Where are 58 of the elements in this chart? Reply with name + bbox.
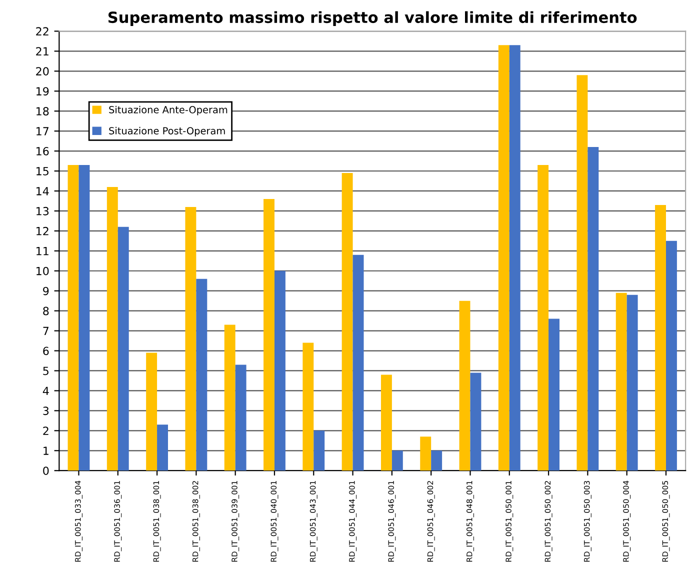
y-tick-label: 8 [43,306,49,316]
bar [224,324,236,471]
bar [380,374,392,471]
y-tick-label: 14 [36,187,49,196]
y-tick-label: 2 [43,426,48,435]
y-tick-label: 0 [43,466,49,475]
y-tick-label: 13 [36,206,49,216]
y-tick-label: 18 [36,107,49,116]
y-tick-label: 7 [43,326,48,336]
bar [470,372,482,471]
bar [302,342,314,471]
bar [118,226,129,471]
bar [264,198,274,471]
bar [146,352,158,471]
bar [655,204,666,471]
y-tick-label: 21 [36,47,48,56]
y-tick-label: 11 [36,247,48,256]
bar [342,173,353,471]
y-tick-label: 12 [36,226,48,236]
bar [68,165,79,471]
y-tick-label: 4 [42,386,49,395]
y-tick-label: 3 [43,406,49,416]
y-tick-label: 22 [36,27,48,36]
bar [274,270,286,471]
bar [420,436,432,471]
bar [157,424,168,471]
bar [106,186,118,471]
bar [431,450,442,471]
bar [459,300,470,471]
bar [588,147,599,471]
bar [498,45,510,471]
bar [616,292,627,471]
bar [548,318,560,471]
y-tick-label: 5 [43,366,48,376]
bar [666,240,677,471]
bar [185,206,196,471]
y-tick-label: 19 [36,87,49,96]
legend-label: Situazione Ante-Operam [109,106,228,116]
bar [196,278,208,471]
chart-title: Superamento massimo rispetto al valore limite di riferimento [108,11,637,26]
y-tick-label: 6 [43,346,49,356]
y-tick-label: 10 [36,266,49,276]
y-tick-label: 1 [44,446,48,455]
bar [78,165,90,471]
bar [538,165,549,471]
y-tick-label: 17 [36,127,48,136]
bar [352,254,364,471]
bar [392,450,403,471]
legend-label: Situazione Post-Operam [109,126,225,136]
bar [314,430,325,471]
bar [626,294,638,471]
y-tick-label: 20 [36,67,49,76]
y-tick-label: 16 [36,147,49,156]
bar [509,45,520,471]
y-tick-label: 15 [36,167,48,176]
bar [576,75,588,471]
y-tick-label: 9 [43,286,49,296]
bar [235,364,246,471]
